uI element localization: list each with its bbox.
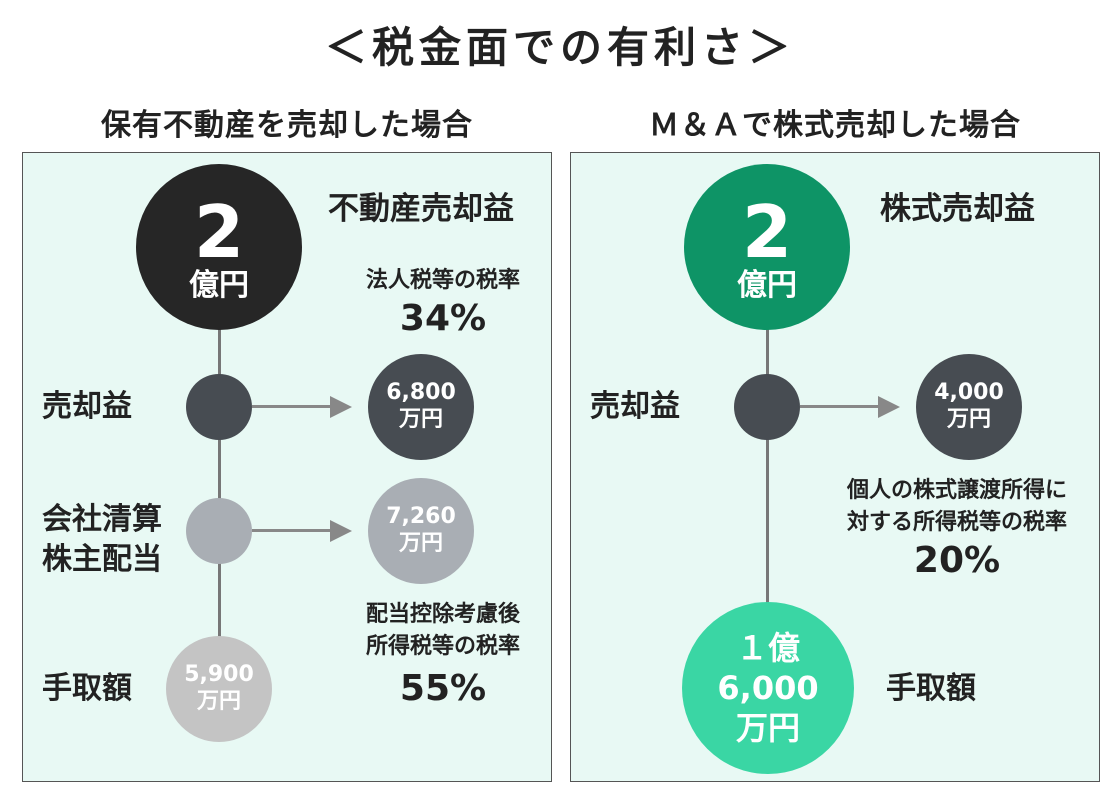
left-row3-amount: 5,900 <box>184 662 254 687</box>
left-top-label: 不動産売却益 <box>328 191 514 227</box>
right-total-unit: 億円 <box>737 268 797 303</box>
right-total-number: 2 <box>741 190 793 274</box>
right-row1-amount-circle: 4,000 万円 <box>916 354 1022 460</box>
left-row2-label: 会社清算 株主配当 <box>42 500 162 580</box>
left-rate2-line1: 配当控除考慮後 <box>365 602 520 627</box>
left-row1-arrow-line <box>252 405 332 408</box>
left-row3-label: 手取額 <box>42 671 132 706</box>
left-row2-arrow-icon <box>330 520 352 542</box>
left-rate2-line2: 所得税等の税率 <box>365 634 520 659</box>
right-row1-arrow-line <box>800 405 880 408</box>
left-row2-arrow-line <box>252 529 332 532</box>
left-row1-node <box>186 374 252 440</box>
left-row2-label-line1: 会社清算 <box>42 502 162 537</box>
left-total-circle: 2 億円 <box>136 164 302 330</box>
right-net-line3: 万円 <box>735 709 800 747</box>
right-net-line2: 6,000 <box>717 669 819 707</box>
right-row1-arrow-icon <box>878 396 900 418</box>
page-title: ＜税金面での有利さ＞ <box>324 23 795 72</box>
left-row1-label: 売却益 <box>42 389 132 424</box>
left-row3-amount-circle: 5,900 万円 <box>166 636 272 742</box>
left-row3-unit: 万円 <box>196 689 241 714</box>
left-row2-amount: 7,260 <box>386 504 456 529</box>
left-rate1-value: 34% <box>399 298 487 339</box>
left-row1-arrow-icon <box>330 396 352 418</box>
right-bottom-label: 手取額 <box>886 671 976 706</box>
right-row1-node <box>734 374 800 440</box>
left-rate2-value: 55% <box>399 668 487 709</box>
right-rate-value: 20% <box>913 540 1001 581</box>
right-net-circle: １億 6,000 万円 <box>682 602 854 774</box>
right-row1-label: 売却益 <box>590 389 680 424</box>
right-flow-line <box>766 300 769 620</box>
left-row1-unit: 万円 <box>398 407 443 432</box>
left-row2-unit: 万円 <box>398 531 443 556</box>
right-row1-amount: 4,000 <box>934 380 1004 405</box>
left-total-unit: 億円 <box>189 268 249 303</box>
right-top-label: 株式売却益 <box>880 191 1035 227</box>
right-heading: Ｍ＆Ａで株式売却した場合 <box>649 108 1021 143</box>
left-row1-amount-circle: 6,800 万円 <box>368 354 474 460</box>
right-rate-line2: 対する所得税等の税率 <box>846 510 1067 535</box>
left-row2-amount-circle: 7,260 万円 <box>368 478 474 584</box>
left-row2-label-line2: 株主配当 <box>42 542 162 577</box>
left-rate1-label: 法人税等の税率 <box>365 268 520 293</box>
right-rate-line1: 個人の株式譲渡所得に <box>846 478 1067 503</box>
right-total-circle: 2 億円 <box>684 164 850 330</box>
left-row2-node <box>186 498 252 564</box>
left-row1-amount: 6,800 <box>386 380 456 405</box>
right-row1-unit: 万円 <box>946 407 991 432</box>
right-net-line1: １億 <box>735 629 800 667</box>
left-heading: 保有不動産を売却した場合 <box>101 108 473 143</box>
left-total-number: 2 <box>193 190 245 274</box>
